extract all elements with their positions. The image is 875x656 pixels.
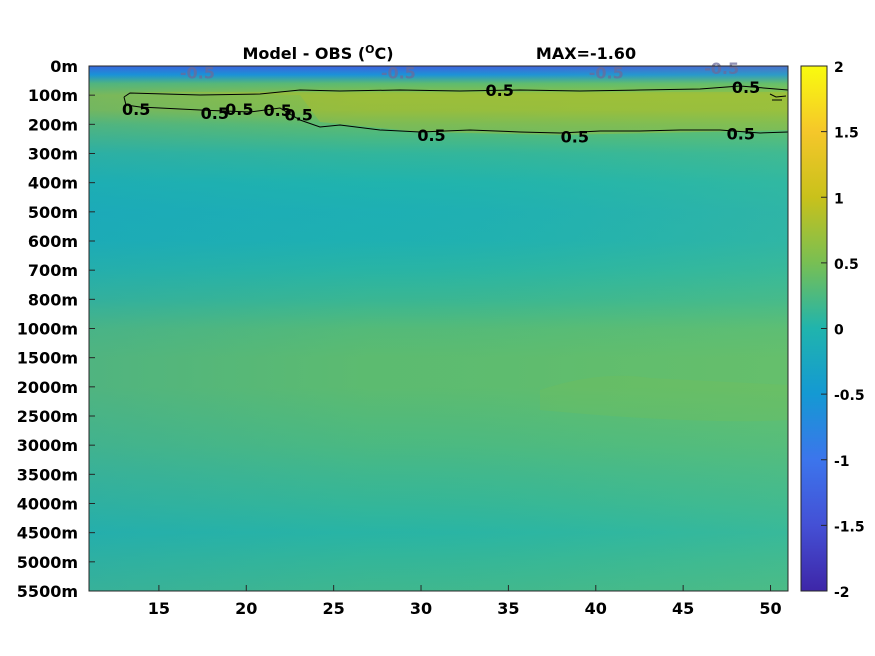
y-tick-label: 1000m [17, 320, 78, 339]
y-tick-label: 800m [28, 290, 78, 309]
x-tick-label: 20 [235, 599, 257, 618]
colorbar-tick-label: -1.5 [834, 519, 865, 535]
x-tick-label: 15 [148, 599, 170, 618]
y-tick-label: 4000m [17, 495, 78, 514]
max-label: MAX=-1.60 [536, 44, 636, 63]
y-tick-label: 300m [28, 145, 78, 164]
colorbar-tick-label: 1.5 [834, 126, 859, 142]
contour-label: 0.5 [732, 78, 760, 97]
y-tick-label: 200m [28, 115, 78, 134]
contour-upper [123, 85, 788, 98]
contour-label: -0.5 [381, 63, 416, 82]
contour-label: 0.5 [727, 125, 755, 144]
colorbar-tick-label: -0.5 [834, 388, 865, 404]
y-tick-label: 2000m [17, 378, 78, 397]
deep-patch [540, 375, 788, 422]
x-axis-ticks: 15 20 25 30 35 40 45 50 [148, 585, 782, 618]
contour-label: 0.5 [122, 100, 150, 119]
y-tick-label: 3000m [17, 436, 78, 455]
y-tick-label: 500m [28, 203, 78, 222]
title-unit-tail: C) [374, 44, 393, 63]
y-tick-label: 1500m [17, 349, 78, 368]
contour-label: -0.5 [589, 63, 624, 82]
colorbar-tick-label: 2 [834, 60, 844, 76]
colorbar-tick-label: -2 [834, 585, 850, 601]
y-tick-label: 0m [50, 57, 78, 76]
x-tick-label: 25 [323, 599, 345, 618]
y-tick-label: 5500m [17, 582, 78, 601]
contour-label: 0.5 [285, 106, 313, 125]
colorbar-tick-label: 1 [834, 191, 844, 207]
colorbar: 2 1.5 1 0.5 0 -0.5 -1 -1.5 -2 [800, 60, 865, 601]
title-text: Model - OBS ( [242, 44, 365, 63]
chart-title: Model - OBS (OC) [242, 43, 393, 64]
contour-label: -0.5 [704, 59, 739, 78]
contour-label: 0.5 [225, 100, 253, 119]
contour-lines [123, 85, 788, 134]
contour-lower [123, 96, 788, 134]
x-tick-label: 45 [672, 599, 694, 618]
colorbar-tick-label: 0 [834, 323, 844, 339]
contour-right-notch [769, 93, 787, 101]
contour-label: 0.5 [417, 126, 445, 145]
heatmap-field [89, 66, 788, 591]
y-tick-label: 2500m [17, 407, 78, 426]
colorbar-tick-label: -1 [834, 454, 850, 470]
colorbar-tick-label: 0.5 [834, 257, 859, 273]
contour-label: 0.5 [561, 127, 589, 146]
y-tick-label: 4500m [17, 524, 78, 543]
contour-label: 0.5 [201, 104, 229, 123]
contour-labels: 0.5 0.50.5 0.50.50.5 0.50.5 0.5 0.5-0.5 -0.5 -0… [122, 59, 760, 147]
y-tick-label: 3500m [17, 465, 78, 484]
x-tick-label: 35 [497, 599, 519, 618]
contour-label: -0.5 [180, 63, 215, 82]
y-tick-label: 400m [28, 174, 78, 193]
colorbar-ticks: 2 1.5 1 0.5 0 -0.5 -1 -1.5 -2 [821, 60, 865, 601]
x-tick-label: 40 [585, 599, 607, 618]
contour-label: 0.5 [485, 81, 513, 100]
title-unit-sup: O [365, 43, 374, 56]
y-tick-label: 700m [28, 261, 78, 280]
contour-label: 0.5 [264, 101, 292, 120]
y-tick-label: 600m [28, 232, 78, 251]
y-tick-label: 100m [28, 86, 78, 105]
y-axis-ticks: 0m 100m 200m 300m 400m 500m 600m 700m 800m 1000m 1… [17, 57, 95, 601]
y-tick-label: 5000m [17, 553, 78, 572]
x-tick-label: 30 [410, 599, 432, 618]
x-tick-label: 50 [759, 599, 781, 618]
warm-band [120, 92, 788, 135]
